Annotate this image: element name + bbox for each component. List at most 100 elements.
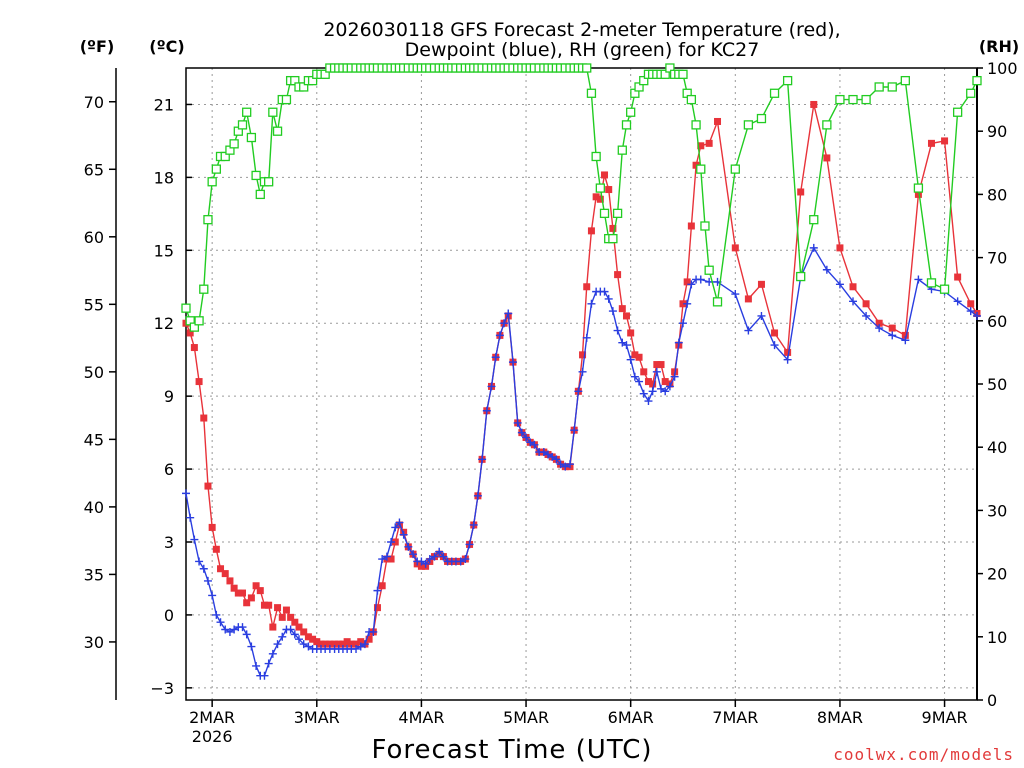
rh-point bbox=[796, 271, 806, 282]
rh-point bbox=[599, 208, 610, 219]
dewpoint-point bbox=[203, 576, 212, 585]
rh-point bbox=[299, 82, 309, 92]
dewpoint-point bbox=[530, 440, 539, 449]
dewpoint-point bbox=[356, 642, 365, 651]
rh-point bbox=[835, 94, 845, 105]
dewpoint-point bbox=[247, 642, 256, 651]
dewpoint-point bbox=[425, 555, 434, 564]
dewpoint-point bbox=[665, 382, 674, 391]
temperature-point bbox=[679, 300, 687, 308]
dewpoint-point bbox=[242, 630, 251, 639]
dewpoint-point bbox=[744, 326, 753, 335]
rh-point bbox=[712, 297, 723, 307]
temperature-point bbox=[304, 633, 312, 641]
rh-point bbox=[874, 82, 884, 92]
temperature-point bbox=[287, 613, 295, 621]
temperature-point bbox=[339, 640, 347, 648]
dewpoint-point bbox=[552, 455, 561, 464]
dewpoint-line bbox=[185, 246, 978, 677]
temperature-point bbox=[587, 227, 595, 235]
rh-point bbox=[626, 107, 636, 117]
dewpoint-point bbox=[757, 311, 766, 320]
temperature-point bbox=[252, 582, 260, 590]
rh-point bbox=[756, 113, 767, 124]
temperature-point bbox=[927, 139, 935, 147]
temperature-point bbox=[378, 582, 386, 590]
dewpoint-point bbox=[687, 280, 696, 289]
rh-point bbox=[913, 183, 924, 193]
dewpoint-point bbox=[399, 530, 408, 539]
dewpoint-point bbox=[556, 460, 565, 469]
dewpoint-point bbox=[578, 367, 587, 376]
temperature-point bbox=[784, 348, 792, 356]
rh-point bbox=[251, 170, 261, 181]
dewpoint-point bbox=[252, 661, 261, 670]
temperature-point bbox=[212, 545, 220, 553]
temperature-point bbox=[692, 161, 700, 169]
rh-tick-label: 60 bbox=[987, 312, 1007, 331]
rh-point bbox=[743, 120, 754, 130]
fahrenheit-axis-unit: (ºF) bbox=[80, 37, 115, 56]
dewpoint-point bbox=[260, 671, 269, 680]
rh-point bbox=[700, 221, 710, 231]
temperature-point bbox=[391, 538, 399, 546]
temperature-point bbox=[321, 640, 329, 648]
temperature-point bbox=[300, 628, 308, 636]
rh-point bbox=[691, 120, 701, 130]
dewpoint-point bbox=[299, 640, 308, 649]
dewpoint-point bbox=[273, 640, 282, 649]
dewpoint-point bbox=[835, 280, 844, 289]
temperature-point bbox=[653, 361, 661, 369]
temperature-point bbox=[661, 378, 669, 386]
temperature-point bbox=[627, 329, 635, 337]
rh-point bbox=[900, 75, 910, 86]
dewpoint-point bbox=[600, 287, 609, 296]
celsius-tick-label: 3 bbox=[164, 533, 174, 552]
temperature-point bbox=[387, 555, 395, 563]
fahrenheit-tick-label: 40 bbox=[84, 498, 104, 517]
dewpoint-point bbox=[491, 353, 500, 362]
rh-point bbox=[582, 63, 592, 73]
rh-point bbox=[181, 303, 191, 313]
dewpoint-point bbox=[565, 460, 574, 469]
celsius-axis-unit: (ºC) bbox=[149, 37, 184, 56]
temperature-point bbox=[901, 331, 909, 339]
dewpoint-point bbox=[461, 555, 470, 564]
rh-point bbox=[621, 120, 632, 130]
temperature-point bbox=[260, 601, 268, 609]
rh-point bbox=[595, 183, 605, 193]
dewpoint-point bbox=[430, 552, 439, 561]
dewpoint-point bbox=[670, 372, 679, 381]
x-tick-label: 9MAR bbox=[922, 708, 968, 727]
temperature-point bbox=[967, 300, 975, 308]
rh-point bbox=[887, 82, 897, 92]
dewpoint-point bbox=[391, 523, 400, 532]
temperature-point bbox=[309, 635, 317, 643]
x-tick-label: 5MAR bbox=[503, 708, 549, 727]
rh-axis-unit: (RH) bbox=[979, 37, 1019, 56]
rh-point bbox=[769, 88, 780, 98]
dewpoint-point bbox=[849, 297, 858, 306]
dewpoint-point bbox=[382, 552, 391, 561]
dewpoint-point bbox=[582, 333, 591, 342]
rh-tick-label: 50 bbox=[987, 375, 1007, 394]
dewpoint-point bbox=[216, 618, 225, 627]
dewpoint-point bbox=[661, 387, 670, 396]
temperature-point bbox=[331, 640, 339, 648]
temperature-point bbox=[862, 300, 870, 308]
dewpoint-point bbox=[208, 591, 217, 600]
dewpoint-point bbox=[439, 552, 448, 561]
celsius-tick-label: 0 bbox=[164, 606, 174, 625]
dewpoint-point bbox=[190, 535, 199, 544]
dewpoint-point bbox=[212, 610, 221, 619]
rh-point bbox=[972, 75, 982, 86]
temperature-point bbox=[265, 601, 273, 609]
x-tick-label: 7MAR bbox=[712, 708, 758, 727]
temperature-point bbox=[335, 640, 343, 648]
dewpoint-point bbox=[914, 275, 923, 284]
rh-point bbox=[660, 69, 670, 79]
dewpoint-point bbox=[526, 438, 535, 447]
temperature-point bbox=[347, 640, 355, 648]
fahrenheit-tick-label: 35 bbox=[84, 565, 104, 584]
